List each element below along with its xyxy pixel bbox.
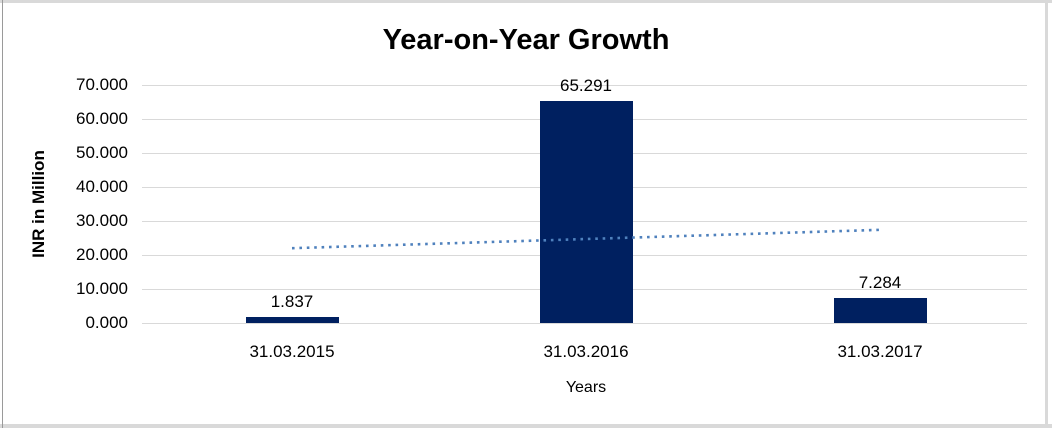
y-tick-label: 10.000: [76, 279, 128, 298]
bar-data-label: 1.837: [270, 292, 314, 311]
bar: [246, 317, 339, 323]
frame-top-border: [0, 0, 1052, 3]
x-axis-title: Years: [565, 379, 607, 396]
y-tick-label: 50.000: [76, 143, 128, 162]
y-tick-label: 30.000: [76, 211, 128, 230]
bar-data-label: 65.291: [560, 76, 612, 95]
y-tick-label: 20.000: [76, 245, 128, 264]
gridline: [142, 85, 1027, 86]
y-tick-label: 40.000: [76, 177, 128, 196]
y-tick-label: 0.000: [85, 313, 128, 332]
chart-title: Year-on-Year Growth: [382, 24, 670, 56]
frame-left-border: [2, 0, 3, 428]
y-tick-label: 70.000: [76, 75, 128, 94]
x-axis-line: [142, 323, 1027, 324]
x-category-label: 31.03.2017: [837, 342, 923, 361]
bar-data-label: 7.284: [858, 273, 902, 292]
y-tick-label: 60.000: [76, 109, 128, 128]
bar: [540, 101, 633, 323]
y-axis-title: INR in Million: [29, 150, 48, 258]
bar: [834, 298, 927, 323]
x-category-label: 31.03.2016: [543, 342, 629, 361]
x-category-label: 31.03.2015: [249, 342, 335, 361]
frame-right-border: [1045, 0, 1048, 428]
frame-bottom-border: [0, 424, 1052, 428]
